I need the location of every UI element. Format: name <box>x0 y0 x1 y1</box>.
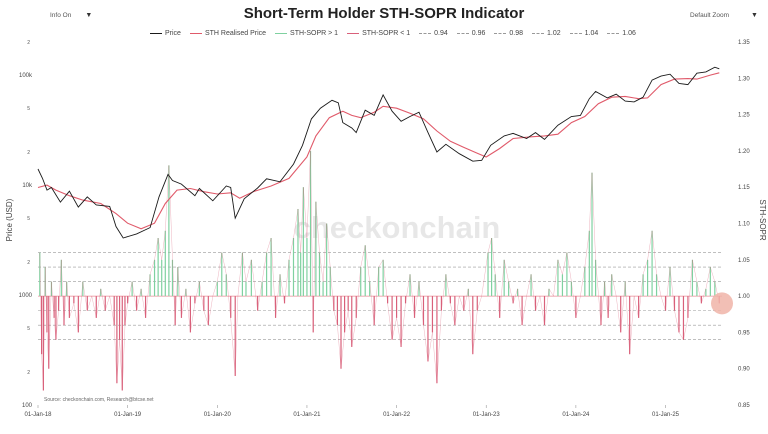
legend-label-ref: 0.98 <box>509 29 523 37</box>
highlight-marker <box>711 292 733 315</box>
x-tick-label: 01-Jan-18 <box>24 412 52 418</box>
legend-label-sopr-above: STH-SOPR > 1 <box>290 29 339 37</box>
legend-swatch-ref <box>569 32 582 34</box>
y-axis-left-title: Price (USD) <box>5 198 14 241</box>
legend-swatch-realised <box>189 32 202 34</box>
legend-label-price: Price <box>165 29 181 37</box>
zoom-select[interactable]: Default Zoom ▼ <box>690 12 758 19</box>
info-dropdown-icon: ▼ <box>85 12 93 19</box>
legend-swatch-ref <box>532 32 544 34</box>
y-right-tick-label: 1.25 <box>738 113 750 119</box>
legend-label-ref: 0.96 <box>471 29 486 37</box>
legend-item-ref-106[interactable]: 1.06 <box>607 30 636 37</box>
legend-item-ref-096[interactable]: 0.96 <box>456 29 486 37</box>
chart-title: Short-Term Holder STH-SOPR Indicator <box>243 5 525 22</box>
legend-item-sopr-below[interactable]: STH-SOPR < 1 <box>347 30 410 37</box>
x-tick-label: 01-Jan-20 <box>204 412 232 418</box>
y-right-tick-label: 0.85 <box>738 403 750 409</box>
legend-label-ref: 1.06 <box>622 29 636 37</box>
y-right-tick-label: 1.10 <box>738 222 750 228</box>
y-left-tick-label: 1000 <box>19 293 33 299</box>
chart-legend: Price STH Realised Price STH-SOPR > 1 ST… <box>150 27 645 39</box>
y-left-tick-label: 10k <box>22 183 33 189</box>
legend-swatch-sopr-below <box>347 32 360 34</box>
watermark: checkonchain <box>294 210 501 245</box>
legend-item-ref-098[interactable]: 0.98 <box>494 30 523 37</box>
legend-swatch-sopr-above <box>275 32 288 34</box>
sopr-line <box>39 150 720 391</box>
zoom-select-label: Default Zoom <box>690 12 730 19</box>
legend-swatch-ref <box>419 32 432 34</box>
legend-label-sopr-below: STH-SOPR < 1 <box>362 29 411 37</box>
price-line <box>37 66 720 239</box>
y-left-tick-label: 100 <box>22 403 33 409</box>
legend-swatch-price <box>150 32 162 34</box>
sth-realised-price-line <box>37 72 720 230</box>
y-right-tick-label: 1.20 <box>738 149 750 155</box>
y-right-tick-label: 1.30 <box>738 76 750 82</box>
y-left-minor-tick-label: 2 <box>27 370 30 376</box>
legend-label-ref: 0.94 <box>434 29 448 37</box>
legend-item-ref-102[interactable]: 1.02 <box>532 30 561 37</box>
y-left-minor-tick-label: 2 <box>27 40 30 46</box>
y-right-tick-label: 1.05 <box>738 258 750 264</box>
y-right-tick-label: 1.00 <box>738 294 750 300</box>
x-tick-label: 01-Jan-25 <box>652 412 680 418</box>
y-right-tick-label: 1.35 <box>738 40 750 46</box>
legend-label-ref: 1.02 <box>547 29 561 37</box>
zoom-dropdown-icon: ▼ <box>751 12 758 19</box>
y-left-tick-label: 100k <box>19 73 33 79</box>
legend-label-ref: 1.04 <box>584 29 599 37</box>
y-left-minor-tick-label: 2 <box>27 150 30 156</box>
legend-item-ref-104[interactable]: 1.04 <box>569 29 599 37</box>
x-tick-label: 01-Jan-23 <box>473 412 501 418</box>
legend-label-realised: STH Realised Price <box>204 29 267 37</box>
info-toggle-label: Info On <box>50 12 72 19</box>
legend-swatch-ref <box>607 32 620 34</box>
y-axis-right-title: STH-SOPR <box>758 199 767 241</box>
y-right-tick-label: 1.15 <box>738 185 750 191</box>
y-left-minor-tick-label: 5 <box>27 216 30 222</box>
legend-swatch-ref <box>456 32 469 34</box>
y-left-minor-tick-label: 5 <box>27 326 30 332</box>
legend-item-realised[interactable]: STH Realised Price <box>189 29 267 37</box>
y-right-tick-label: 0.90 <box>738 367 750 373</box>
legend-item-ref-094[interactable]: 0.94 <box>419 30 448 37</box>
x-tick-label: 01-Jan-19 <box>114 412 142 418</box>
legend-item-sopr-above[interactable]: STH-SOPR > 1 <box>275 30 338 37</box>
y-right-tick-label: 0.95 <box>738 330 750 336</box>
legend-item-price[interactable]: Price <box>150 30 181 37</box>
source-note: Source: checkonchain.com, Research@btcse… <box>44 397 154 403</box>
y-left-minor-tick-label: 2 <box>27 260 30 266</box>
info-toggle[interactable]: Info On ▼ <box>50 12 92 19</box>
legend-swatch-ref <box>494 32 507 34</box>
x-tick-label: 01-Jan-24 <box>562 412 590 418</box>
x-tick-label: 01-Jan-22 <box>383 412 411 418</box>
x-tick-label: 01-Jan-21 <box>293 412 321 418</box>
y-left-minor-tick-label: 5 <box>27 106 30 112</box>
